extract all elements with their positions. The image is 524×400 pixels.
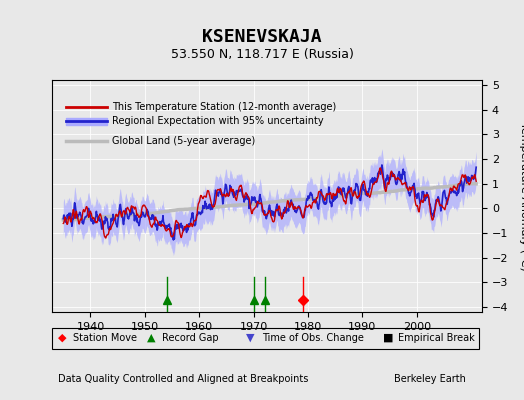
Text: Time of Obs. Change: Time of Obs. Change — [262, 333, 364, 343]
Text: ■: ■ — [383, 333, 393, 343]
Text: Berkeley Earth: Berkeley Earth — [395, 374, 466, 384]
Text: ◆: ◆ — [58, 333, 66, 343]
Text: Regional Expectation with 95% uncertainty: Regional Expectation with 95% uncertaint… — [112, 116, 324, 126]
Text: 53.550 N, 118.717 E (Russia): 53.550 N, 118.717 E (Russia) — [171, 48, 353, 61]
Text: ▲: ▲ — [147, 333, 155, 343]
Text: Data Quality Controlled and Aligned at Breakpoints: Data Quality Controlled and Aligned at B… — [58, 374, 308, 384]
Text: KSENEVSKAJA: KSENEVSKAJA — [202, 28, 322, 46]
Text: Empirical Break: Empirical Break — [398, 333, 475, 343]
Text: ▼: ▼ — [246, 333, 255, 343]
Text: This Temperature Station (12-month average): This Temperature Station (12-month avera… — [112, 102, 336, 112]
Text: Global Land (5-year average): Global Land (5-year average) — [112, 136, 255, 146]
Y-axis label: Temperature Anomaly (°C): Temperature Anomaly (°C) — [519, 122, 524, 270]
Text: Station Move: Station Move — [73, 333, 137, 343]
Text: Record Gap: Record Gap — [162, 333, 219, 343]
